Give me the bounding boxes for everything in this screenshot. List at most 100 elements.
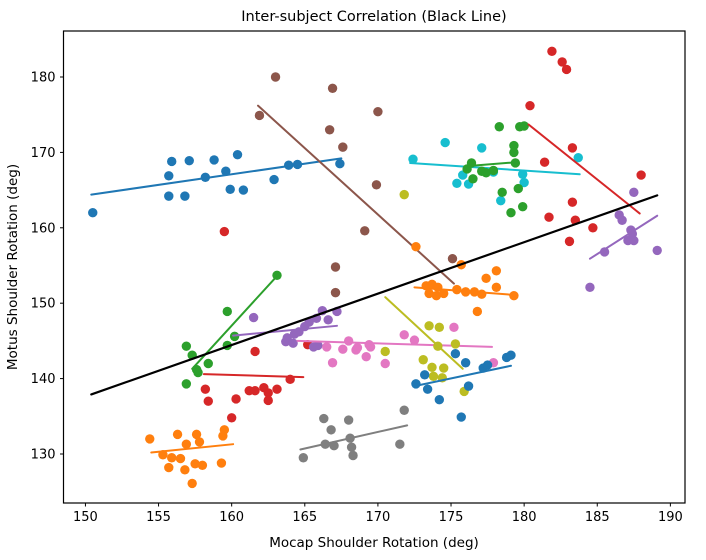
data-point: [284, 160, 294, 170]
data-point: [573, 152, 583, 163]
data-point: [191, 429, 202, 440]
data-point: [491, 282, 502, 293]
data-point: [164, 462, 174, 473]
data-point: [599, 247, 610, 257]
y-tick-label: 160: [31, 221, 56, 236]
data-point: [327, 358, 338, 368]
data-point: [506, 350, 516, 360]
x-tick-label: 160: [219, 510, 244, 525]
data-point: [431, 290, 442, 301]
data-point: [285, 374, 295, 385]
data-point: [346, 442, 357, 452]
data-point: [433, 341, 443, 351]
data-point: [272, 270, 282, 280]
data-point: [510, 158, 521, 168]
data-point: [439, 363, 449, 373]
series-subject-blue-upper-left: [88, 149, 345, 218]
data-point: [88, 208, 98, 218]
data-point: [145, 434, 155, 444]
data-point: [450, 349, 461, 359]
data-point: [380, 358, 390, 369]
data-point: [345, 433, 355, 443]
series-subject-green-right: [462, 121, 529, 218]
data-point: [460, 358, 471, 368]
data-point: [447, 254, 458, 264]
data-point: [292, 159, 303, 170]
y-tick-label: 170: [31, 146, 56, 161]
data-point: [219, 425, 230, 435]
data-point: [209, 155, 219, 165]
data-point: [329, 440, 339, 451]
data-point: [269, 174, 279, 185]
data-point: [411, 379, 421, 389]
data-point: [460, 287, 471, 297]
data-point: [477, 143, 487, 153]
series-subject-red-right: [525, 46, 646, 247]
y-tick-label: 180: [31, 70, 56, 85]
data-point: [322, 342, 332, 352]
data-point: [449, 322, 459, 333]
data-point: [629, 187, 639, 198]
data-point: [567, 197, 578, 207]
data-point: [434, 395, 445, 405]
data-point: [320, 439, 330, 449]
data-point: [452, 178, 462, 189]
data-point: [371, 180, 382, 190]
data-point: [468, 174, 478, 184]
data-point: [232, 149, 243, 160]
data-point: [263, 388, 273, 398]
data-point: [352, 342, 363, 353]
data-point: [496, 195, 506, 206]
fit-line-subject-brown: [256, 104, 455, 285]
data-point: [248, 312, 259, 323]
data-point: [636, 170, 646, 180]
fit-line-subject-green-right: [467, 161, 518, 167]
data-point: [197, 460, 208, 471]
data-point: [327, 83, 338, 94]
axis-ticks: 150 155 160 165 170 175 180 185 190 130 140 150 160 1…: [31, 70, 683, 525]
data-point: [652, 245, 662, 256]
data-point: [525, 100, 535, 111]
data-point: [513, 183, 523, 194]
data-point: [519, 177, 529, 188]
data-point: [494, 122, 504, 132]
data-point: [335, 159, 345, 169]
data-point: [567, 143, 578, 153]
data-point: [330, 262, 341, 272]
data-point: [313, 340, 323, 351]
y-tick-label: 140: [31, 372, 56, 387]
data-point: [193, 367, 203, 378]
data-point: [194, 437, 205, 447]
data-point: [181, 379, 192, 389]
data-point: [411, 241, 421, 252]
data-point: [203, 396, 213, 406]
data-point: [348, 450, 358, 461]
data-point: [231, 394, 241, 404]
series-subject-olive: [380, 189, 469, 397]
fit-line-subject-purple-middle: [232, 324, 338, 337]
series-subject-purple-middle: [232, 306, 342, 352]
data-point: [561, 64, 572, 75]
data-point: [272, 384, 282, 394]
data-point: [477, 289, 487, 299]
data-point: [222, 306, 232, 317]
data-point: [323, 315, 333, 325]
data-point: [509, 147, 519, 158]
data-point: [481, 273, 491, 284]
series-subject-gray: [298, 405, 409, 463]
data-point: [221, 166, 231, 176]
data-point: [180, 465, 190, 475]
y-tick-label: 130: [31, 447, 56, 462]
fit-line-subject-olive: [384, 296, 464, 370]
data-point: [399, 405, 409, 415]
data-point: [585, 282, 595, 293]
data-point: [440, 137, 450, 148]
x-axis-label: Mocap Shoulder Rotation (deg): [269, 535, 479, 551]
data-point: [428, 371, 439, 382]
series-subject-orange-lower-left: [145, 425, 235, 489]
data-point: [399, 189, 409, 200]
data-point: [181, 439, 192, 449]
data-point: [452, 284, 462, 295]
